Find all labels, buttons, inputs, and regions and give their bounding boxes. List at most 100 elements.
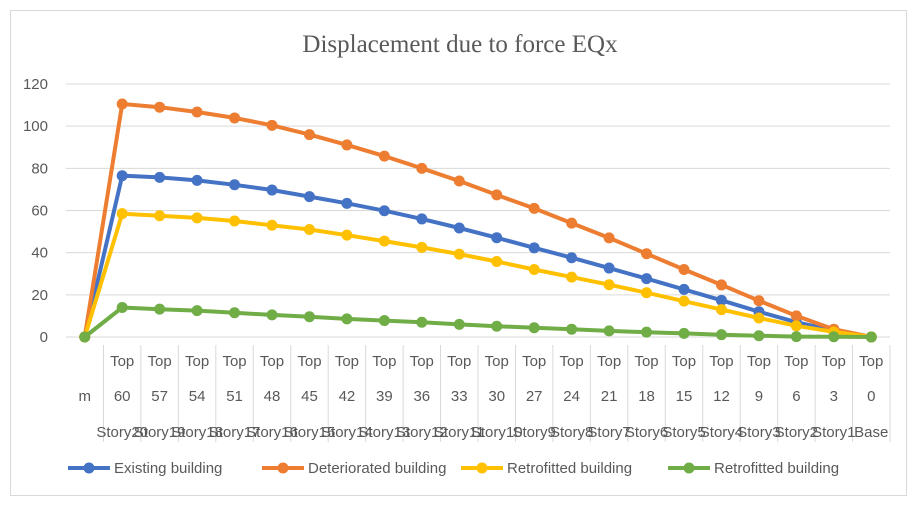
x-cat-story-label: Story11 xyxy=(434,424,485,441)
data-point xyxy=(453,248,465,260)
legend-label: Retrofitted building xyxy=(714,460,839,477)
y-axis-ticks: 0 20 40 60 80 100 120 xyxy=(23,76,48,346)
data-point xyxy=(528,264,540,276)
x-cat-height-label: 54 xyxy=(189,388,206,405)
data-point xyxy=(229,307,241,319)
x-cat-story-label: Story4 xyxy=(700,424,743,441)
x-cat-story-label: Story10 xyxy=(471,424,523,441)
data-point xyxy=(528,242,540,254)
data-point xyxy=(378,205,390,217)
data-point xyxy=(229,179,241,191)
data-point xyxy=(191,106,203,118)
data-point xyxy=(715,304,727,316)
data-point xyxy=(603,232,615,244)
data-point xyxy=(191,174,203,186)
x-cat-story-label: Story12 xyxy=(396,424,448,441)
x-cat-height-label: 45 xyxy=(301,388,318,405)
series-line-3 xyxy=(82,211,874,339)
x-cat-height-label: 21 xyxy=(601,388,618,405)
series-group xyxy=(79,98,877,343)
x-cat-story-label: Story13 xyxy=(359,424,411,441)
x-cat-height-label: 24 xyxy=(563,388,580,405)
x-cat-top-label: Top xyxy=(485,353,509,370)
data-point xyxy=(678,327,690,339)
x-cat-height-label: 36 xyxy=(413,388,430,405)
legend-marker xyxy=(83,462,95,474)
data-point xyxy=(641,248,653,260)
x-cat-story-label: Story1 xyxy=(812,424,855,441)
x-cat-story-label: Story8 xyxy=(550,424,593,441)
data-point xyxy=(753,295,765,307)
data-point xyxy=(266,184,278,196)
legend-marker xyxy=(683,462,695,474)
legend-label: Deteriorated building xyxy=(308,460,446,477)
data-point xyxy=(753,312,765,324)
data-point xyxy=(266,219,278,231)
legend-marker xyxy=(277,462,289,474)
data-point xyxy=(715,329,727,341)
data-point xyxy=(378,150,390,162)
x-cat-top-label: Top xyxy=(747,353,771,370)
x-cat-top-label: Top xyxy=(560,353,584,370)
data-point xyxy=(566,217,578,229)
data-point xyxy=(790,320,802,332)
x-cat-top-label: Top xyxy=(634,353,658,370)
legend-label: Existing building xyxy=(114,460,222,477)
x-cat-story-label: Story14 xyxy=(321,424,373,441)
data-point xyxy=(641,287,653,299)
data-point xyxy=(566,323,578,335)
data-point xyxy=(678,264,690,276)
data-point xyxy=(303,129,315,141)
data-point xyxy=(715,279,727,291)
data-point xyxy=(341,229,353,241)
x-axis-categories: Top Top Top Top Top Top Top Top Top Top Top Top Top T… xyxy=(78,345,891,442)
x-cat-height-label: m xyxy=(78,388,91,405)
x-cat-height-label: 3 xyxy=(830,388,838,405)
data-point xyxy=(603,325,615,337)
x-cat-height-label: 12 xyxy=(713,388,730,405)
x-cat-story-label: Story5 xyxy=(662,424,705,441)
x-cat-top-label: Top xyxy=(110,353,134,370)
data-point xyxy=(491,189,503,201)
legend: Existing building Deteriorated building Re… xyxy=(68,460,839,477)
series-line-2 xyxy=(82,102,874,339)
x-cat-story-label: Story6 xyxy=(625,424,668,441)
data-point xyxy=(116,301,128,313)
data-point xyxy=(303,191,315,203)
data-point xyxy=(191,305,203,317)
x-cat-height-label: 42 xyxy=(339,388,356,405)
x-cat-story-label: Story17 xyxy=(209,424,261,441)
data-point xyxy=(191,212,203,224)
x-cat-story-label: Story9 xyxy=(513,424,556,441)
y-tick-label: 40 xyxy=(31,245,48,262)
data-point xyxy=(79,331,91,343)
x-cat-top-label: Top xyxy=(260,353,284,370)
data-point xyxy=(303,311,315,323)
data-point xyxy=(229,215,241,227)
data-point xyxy=(603,279,615,291)
gridlines xyxy=(66,83,890,338)
data-point xyxy=(154,171,166,183)
x-cat-height-label: 18 xyxy=(638,388,655,405)
data-point xyxy=(453,222,465,234)
data-point xyxy=(341,313,353,325)
data-point xyxy=(678,295,690,307)
x-cat-height-label: 39 xyxy=(376,388,393,405)
x-cat-height-label: 15 xyxy=(676,388,693,405)
x-cat-story-label: Story15 xyxy=(284,424,336,441)
x-cat-height-label: 48 xyxy=(264,388,281,405)
x-cat-top-label: Top xyxy=(859,353,883,370)
series-line-1 xyxy=(82,173,874,339)
x-cat-top-label: Top xyxy=(597,353,621,370)
y-tick-label: 100 xyxy=(23,118,48,135)
data-point xyxy=(416,241,428,253)
data-point xyxy=(790,310,802,322)
series-line-4 xyxy=(82,305,874,339)
data-point xyxy=(715,294,727,306)
x-cat-story-label: Story2 xyxy=(775,424,818,441)
x-cat-top-label: Top xyxy=(672,353,696,370)
data-point xyxy=(303,223,315,235)
x-cat-height-label: 6 xyxy=(792,388,800,405)
data-point xyxy=(378,315,390,327)
